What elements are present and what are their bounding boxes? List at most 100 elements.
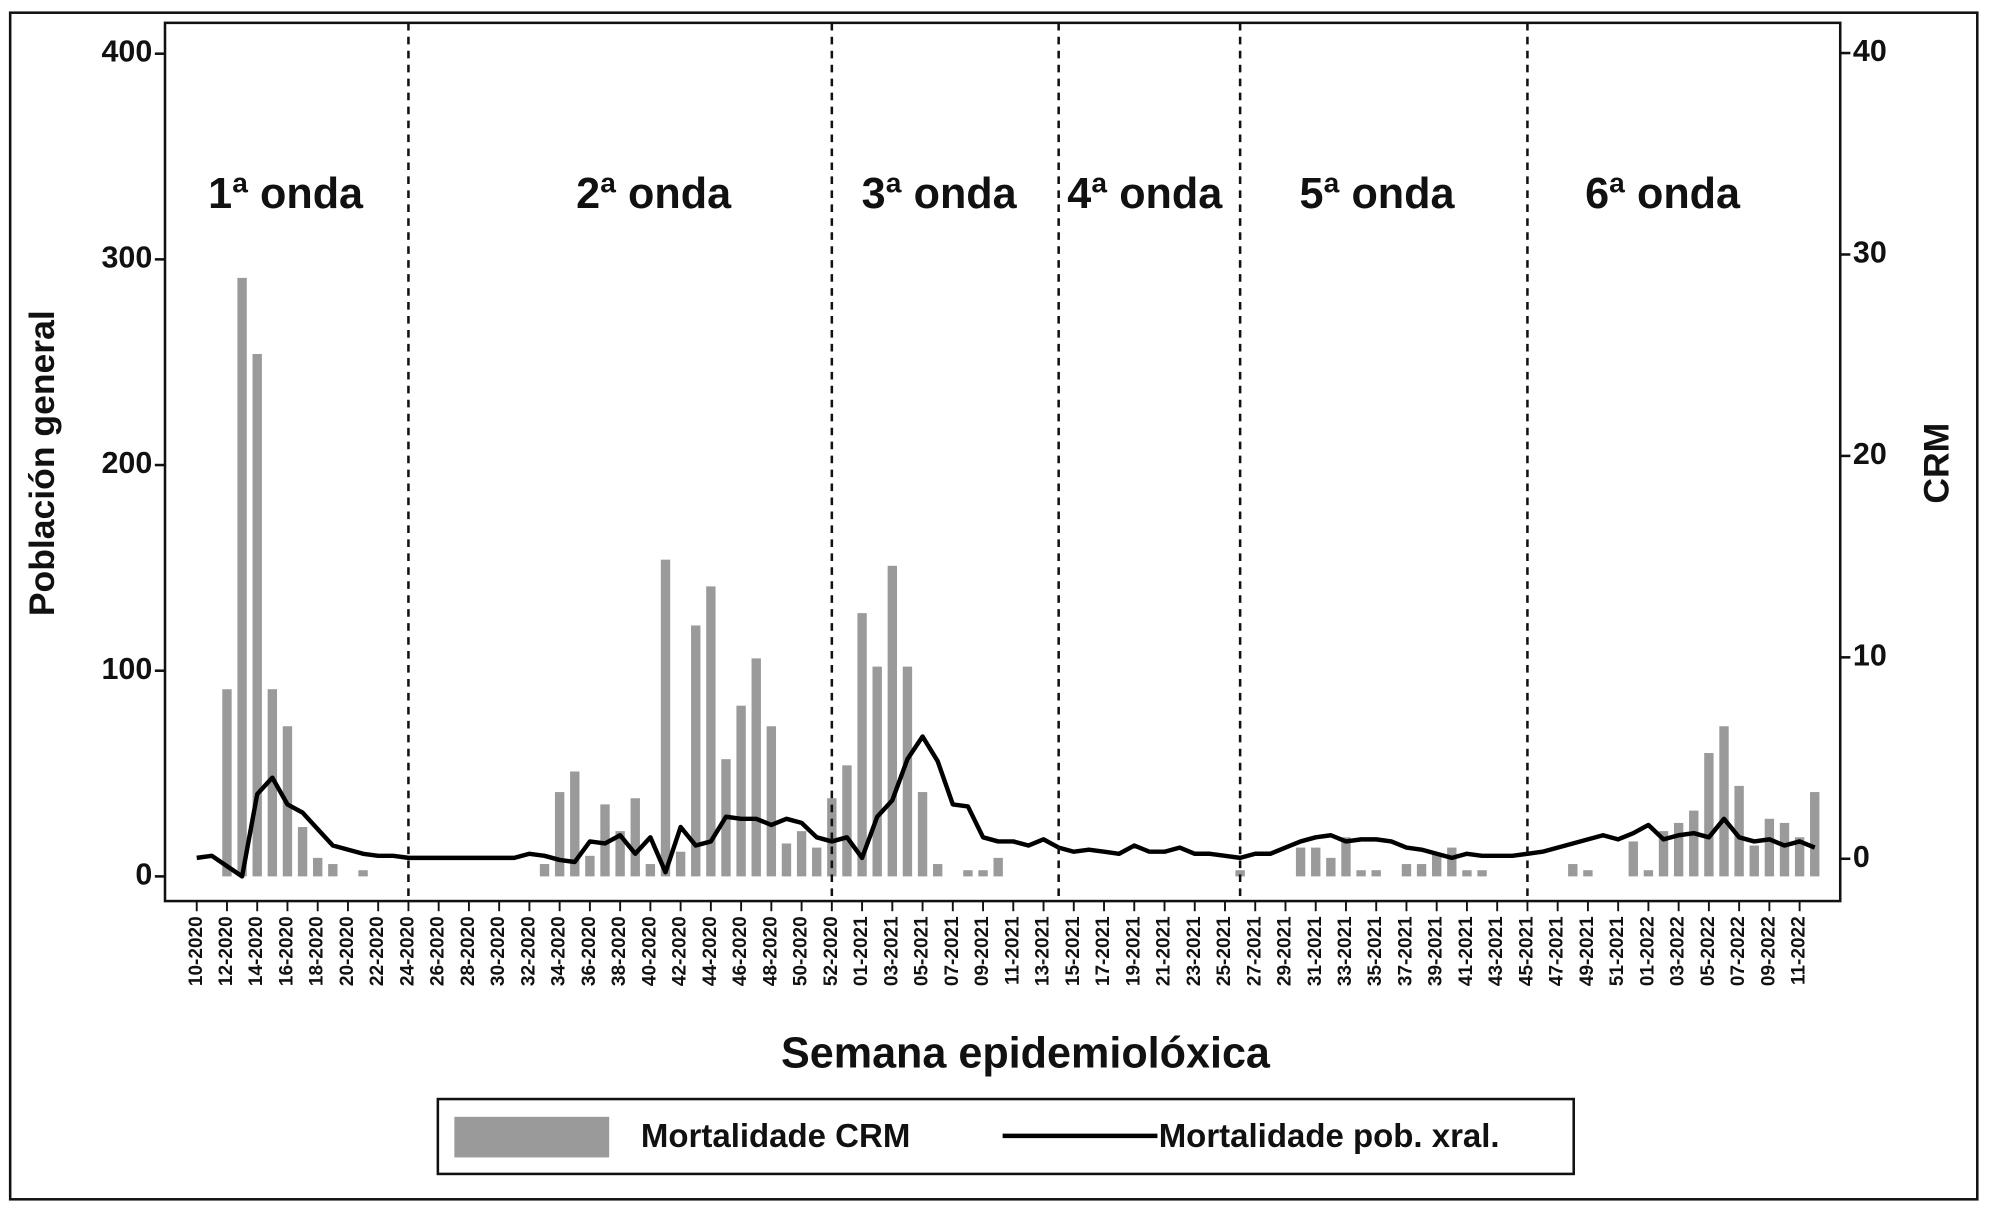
- bar: [1583, 870, 1593, 877]
- x-tick-label: 39-2021: [1426, 916, 1447, 986]
- y-tick-label: 100: [102, 652, 153, 686]
- x-axis-title: Semana epidemiolóxica: [781, 1029, 1271, 1077]
- bar: [297, 827, 308, 877]
- x-tick-label: 16-2020: [276, 916, 297, 986]
- x-tick-label: 42-2020: [670, 916, 691, 986]
- bar: [600, 804, 610, 877]
- x-tick-label: 10-2020: [186, 916, 207, 986]
- bar: [902, 666, 913, 877]
- legend-label: Mortalidade pob. xral.: [1159, 1117, 1500, 1154]
- x-tick-label: 52-2020: [821, 916, 842, 986]
- y2-tick-label: 30: [1853, 236, 1887, 270]
- x-tick-label: 35-2021: [1365, 916, 1386, 986]
- bar: [267, 689, 278, 877]
- y2-tick-label: 20: [1853, 437, 1887, 471]
- x-tick-label: 26-2020: [428, 916, 449, 986]
- bar: [1432, 853, 1442, 877]
- bar: [1356, 870, 1366, 877]
- wave-label: 6ª onda: [1585, 170, 1741, 218]
- x-tick-label: 21-2021: [1154, 916, 1175, 986]
- bar: [1401, 864, 1412, 877]
- x-tick-label: 34-2020: [549, 916, 570, 986]
- x-tick-label: 01-2021: [851, 916, 872, 986]
- bar: [1341, 837, 1351, 877]
- x-tick-label: 15-2021: [1063, 916, 1084, 986]
- bar: [1749, 845, 1759, 877]
- bar: [645, 864, 656, 877]
- bar: [1477, 870, 1487, 877]
- wave-label: 1ª onda: [208, 170, 364, 218]
- bar: [313, 857, 323, 877]
- bar: [358, 870, 368, 877]
- legend-swatch: [454, 1116, 610, 1158]
- line: [196, 734, 1816, 879]
- wave-label: 2ª onda: [576, 170, 732, 218]
- x-tick-label: 01-2022: [1637, 916, 1658, 986]
- x-tick-label: 37-2021: [1395, 916, 1416, 986]
- bar: [1462, 870, 1472, 877]
- y2-tick-label: 0: [1853, 840, 1870, 874]
- bar: [1734, 785, 1744, 877]
- wave-label: 3ª onda: [862, 170, 1018, 218]
- bar: [675, 851, 686, 877]
- y2-tick-label: 40: [1853, 34, 1887, 68]
- bar: [1326, 857, 1336, 877]
- bar: [751, 658, 761, 877]
- x-tick-label: 31-2021: [1305, 916, 1326, 986]
- bar: [963, 870, 973, 877]
- x-tick-label: 43-2021: [1486, 916, 1507, 986]
- bar: [691, 625, 701, 877]
- bar: [570, 771, 580, 877]
- wave-label: 5ª onda: [1300, 170, 1456, 218]
- y-tick-label: 0: [135, 857, 152, 891]
- bar: [796, 831, 807, 877]
- x-tick-label: 19-2021: [1123, 916, 1144, 986]
- x-tick-label: 03-2022: [1668, 916, 1689, 986]
- x-tick-label: 49-2021: [1577, 916, 1598, 986]
- bar: [1779, 822, 1790, 877]
- bar: [978, 870, 988, 877]
- wave-label: 4ª onda: [1067, 170, 1223, 218]
- x-tick-label: 46-2020: [730, 916, 751, 986]
- x-tick-label: 09-2021: [972, 916, 993, 986]
- bar: [857, 613, 867, 877]
- bar: [585, 855, 595, 877]
- x-tick-label: 17-2021: [1093, 916, 1114, 986]
- x-tick-label: 32-2020: [518, 916, 539, 986]
- x-tick-label: 07-2022: [1728, 916, 1749, 986]
- x-tick-label: 27-2021: [1244, 916, 1265, 986]
- bar: [993, 857, 1003, 877]
- x-tick-label: 38-2020: [609, 916, 630, 986]
- bar: [1628, 841, 1638, 877]
- bar: [1704, 752, 1714, 877]
- bar: [328, 864, 338, 877]
- x-tick-label: 44-2020: [700, 916, 721, 986]
- legend-label: Mortalidade CRM: [641, 1117, 910, 1154]
- x-tick-label: 11-2021: [1002, 916, 1023, 985]
- x-tick-label: 25-2021: [1214, 916, 1235, 986]
- x-tick-label: 23-2021: [1184, 916, 1205, 986]
- x-tick-label: 40-2020: [639, 916, 660, 986]
- bar: [1295, 847, 1306, 877]
- plot-frame: [163, 21, 1842, 903]
- x-tick-label: 09-2022: [1758, 916, 1779, 986]
- x-tick-label: 33-2021: [1335, 916, 1356, 986]
- bar: [1416, 864, 1427, 877]
- bar: [615, 831, 625, 877]
- bar: [630, 798, 640, 877]
- x-tick-label: 05-2022: [1698, 916, 1719, 986]
- bar: [1235, 870, 1245, 877]
- bar: [539, 864, 550, 877]
- bar: [706, 586, 716, 877]
- bar: [1764, 818, 1775, 877]
- bar: [222, 689, 232, 877]
- bar: [736, 705, 746, 877]
- bar: [1689, 810, 1699, 877]
- bar: [660, 559, 671, 877]
- bar: [872, 666, 882, 877]
- y-axis-title: Población general: [22, 310, 62, 616]
- bar: [812, 847, 822, 877]
- bar: [1311, 847, 1321, 877]
- x-tick-label: 29-2021: [1275, 916, 1296, 986]
